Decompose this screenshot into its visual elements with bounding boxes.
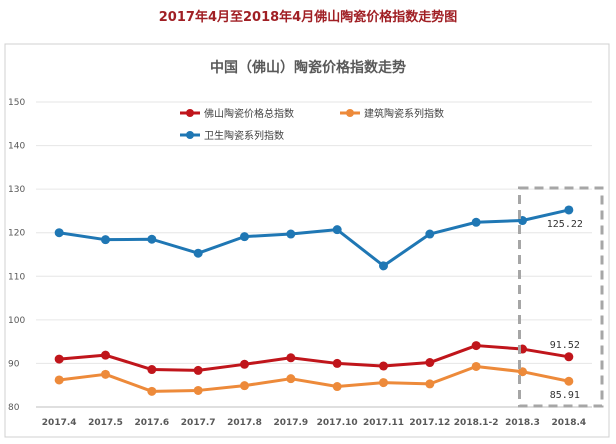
legend-label: 卫生陶瓷系列指数 <box>204 129 284 142</box>
data-point <box>54 354 64 364</box>
x-tick-label: 2017.8 <box>227 418 262 428</box>
y-tick-labels: 80 90 100 110 120 130 140 150 <box>8 98 25 413</box>
data-point <box>471 217 481 227</box>
y-tick-label: 140 <box>8 142 25 152</box>
data-point <box>332 225 342 235</box>
data-label: 91.52 <box>550 340 580 351</box>
data-point <box>564 205 574 215</box>
y-tick-label: 110 <box>8 272 25 282</box>
series-line <box>58 208 570 268</box>
grid-lines <box>36 101 592 408</box>
x-tick-labels: 2017.4 2017.5 2017.6 2017.7 2017.8 2017.9 2017… <box>42 418 586 428</box>
x-tick-label: 2018.4 <box>551 418 586 428</box>
data-point <box>286 353 296 363</box>
annotations: 125.22 91.52 85.91 <box>547 219 583 401</box>
data-point <box>240 359 249 369</box>
page-title: 2017年4月至2018年4月佛山陶瓷价格指数走势图 <box>158 10 458 25</box>
data-point <box>101 235 110 245</box>
data-label: 85.91 <box>550 390 580 401</box>
data-point <box>379 378 388 388</box>
data-point <box>101 369 110 379</box>
data-point <box>193 365 203 375</box>
legend-swatch-marker <box>346 109 354 117</box>
data-point <box>54 228 64 238</box>
y-tick-label: 100 <box>8 316 25 326</box>
data-label: 125.22 <box>547 219 583 230</box>
data-point <box>379 361 388 371</box>
x-tick-label: 2017.11 <box>363 418 404 428</box>
y-tick-label: 120 <box>8 229 25 239</box>
data-point <box>286 229 296 239</box>
data-point <box>425 229 435 239</box>
data-point <box>193 248 203 258</box>
legend-label: 佛山陶瓷价格总指数 <box>204 107 294 120</box>
data-point <box>193 385 203 395</box>
data-point <box>286 374 296 384</box>
data-point <box>147 386 157 396</box>
y-tick-label: 130 <box>8 185 25 195</box>
x-tick-label: 2017.9 <box>273 418 308 428</box>
data-point <box>379 261 388 271</box>
data-point <box>471 341 481 351</box>
series-line <box>59 344 570 372</box>
data-point <box>101 350 110 360</box>
legend-swatch-marker <box>186 109 194 117</box>
y-tick-label: 90 <box>8 359 20 369</box>
x-tick-label: 2017.6 <box>134 418 169 428</box>
data-point <box>332 358 342 368</box>
chart-title: 中国（佛山）陶瓷价格指数走势 <box>210 59 406 76</box>
data-point <box>564 352 574 362</box>
data-point <box>240 381 249 391</box>
x-tick-label: 2017.10 <box>317 418 358 428</box>
data-point <box>147 365 157 375</box>
x-tick-label: 2018.1-2 <box>454 418 499 428</box>
data-point <box>240 232 249 242</box>
data-point <box>564 376 574 386</box>
data-point <box>425 358 435 368</box>
series-line <box>58 364 570 393</box>
data-point <box>54 375 64 385</box>
data-point <box>425 379 435 389</box>
data-point <box>332 382 342 392</box>
x-tick-label: 2017.5 <box>88 418 123 428</box>
data-point <box>518 367 527 377</box>
legend-label: 建筑陶瓷系列指数 <box>364 107 444 120</box>
y-tick-label: 150 <box>8 98 25 108</box>
x-tick-label: 2017.7 <box>181 418 216 428</box>
x-tick-label: 2017.4 <box>42 418 77 428</box>
data-point <box>147 234 157 244</box>
legend-swatch-marker <box>186 131 194 139</box>
y-tick-label: 80 <box>8 403 20 413</box>
x-tick-label: 2018.3 <box>505 418 540 428</box>
x-tick-label: 2017.12 <box>409 418 450 428</box>
data-point <box>471 361 481 371</box>
